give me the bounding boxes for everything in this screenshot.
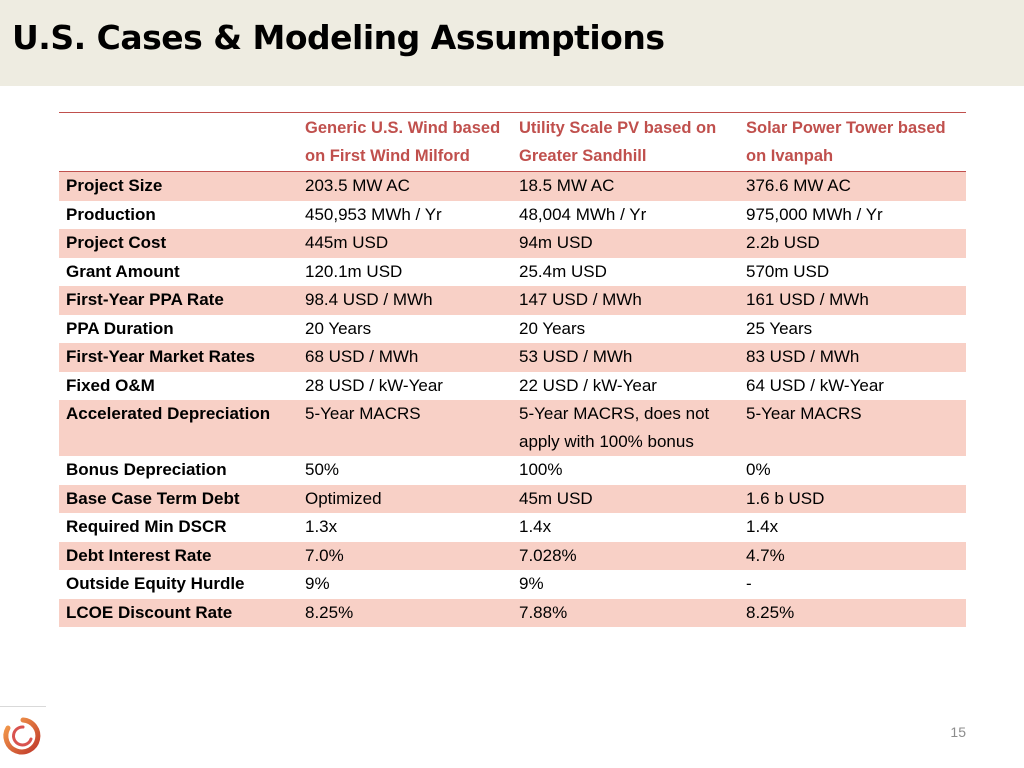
cell-value: 28 USD / kW-Year	[298, 371, 512, 400]
table-row: LCOE Discount Rate 8.25% 7.88% 8.25%	[59, 598, 966, 627]
cell-value: 53 USD / MWh	[512, 343, 739, 372]
cell-value: 25.4m USD	[512, 257, 739, 286]
cell-value: 94m USD	[512, 229, 739, 258]
table-row: Required Min DSCR 1.3x 1.4x 1.4x	[59, 513, 966, 542]
table-row: Fixed O&M 28 USD / kW-Year 22 USD / kW-Y…	[59, 371, 966, 400]
row-label: Outside Equity Hurdle	[59, 570, 298, 599]
cell-value: Optimized	[298, 484, 512, 513]
header-cell-tower: Solar Power Tower based on Ivanpah	[739, 112, 966, 172]
cell-value: 450,953 MWh / Yr	[298, 200, 512, 229]
row-label: Production	[59, 200, 298, 229]
cell-value: 5-Year MACRS	[739, 400, 966, 456]
cell-value: 1.4x	[739, 513, 966, 542]
cell-value: 376.6 MW AC	[739, 171, 966, 201]
cell-value: 4.7%	[739, 541, 966, 570]
cell-value: 9%	[298, 570, 512, 599]
cell-value: 161 USD / MWh	[739, 286, 966, 315]
row-label: Grant Amount	[59, 257, 298, 286]
row-label: Project Cost	[59, 229, 298, 258]
table-row: Project Size 203.5 MW AC 18.5 MW AC 376.…	[59, 171, 966, 201]
row-label: First-Year Market Rates	[59, 343, 298, 372]
table-row: Production 450,953 MWh / Yr 48,004 MWh /…	[59, 200, 966, 229]
cell-value: 50%	[298, 456, 512, 485]
table-row: Base Case Term Debt Optimized 45m USD 1.…	[59, 484, 966, 513]
cell-value: 5-Year MACRS, does not apply with 100% b…	[512, 400, 739, 456]
cell-value: 45m USD	[512, 484, 739, 513]
table-row: Bonus Depreciation 50% 100% 0%	[59, 456, 966, 485]
title-band	[0, 0, 1024, 86]
cell-value: 1.4x	[512, 513, 739, 542]
assumptions-table: Generic U.S. Wind based on First Wind Mi…	[59, 112, 966, 627]
cell-value: 20 Years	[298, 314, 512, 343]
cell-value: 9%	[512, 570, 739, 599]
table-row: Project Cost 445m USD 94m USD 2.2b USD	[59, 229, 966, 258]
cell-value: 8.25%	[298, 598, 512, 627]
table-row: Accelerated Depreciation 5-Year MACRS 5-…	[59, 400, 966, 456]
table-row: Outside Equity Hurdle 9% 9% -	[59, 570, 966, 599]
row-label: Accelerated Depreciation	[59, 400, 298, 456]
cell-value: 98.4 USD / MWh	[298, 286, 512, 315]
cell-value: 22 USD / kW-Year	[512, 371, 739, 400]
row-label: Required Min DSCR	[59, 513, 298, 542]
cell-value: 25 Years	[739, 314, 966, 343]
cell-value: 0%	[739, 456, 966, 485]
cell-value: 570m USD	[739, 257, 966, 286]
table-header-row: Generic U.S. Wind based on First Wind Mi…	[59, 112, 966, 172]
cell-value: 8.25%	[739, 598, 966, 627]
cell-value: -	[739, 570, 966, 599]
row-label: Bonus Depreciation	[59, 456, 298, 485]
cell-value: 100%	[512, 456, 739, 485]
header-cell-empty	[59, 112, 298, 172]
table-row: First-Year Market Rates 68 USD / MWh 53 …	[59, 343, 966, 372]
circular-swirl-logo-icon	[0, 706, 46, 762]
cell-value: 975,000 MWh / Yr	[739, 200, 966, 229]
cell-value: 120.1m USD	[298, 257, 512, 286]
cell-value: 7.88%	[512, 598, 739, 627]
page-number: 15	[950, 724, 966, 740]
cell-value: 445m USD	[298, 229, 512, 258]
row-label: PPA Duration	[59, 314, 298, 343]
table-row: Grant Amount 120.1m USD 25.4m USD 570m U…	[59, 257, 966, 286]
cell-value: 147 USD / MWh	[512, 286, 739, 315]
cell-value: 7.028%	[512, 541, 739, 570]
cell-value: 2.2b USD	[739, 229, 966, 258]
table-row: PPA Duration 20 Years 20 Years 25 Years	[59, 314, 966, 343]
cell-value: 5-Year MACRS	[298, 400, 512, 456]
row-label: Fixed O&M	[59, 371, 298, 400]
row-label: First-Year PPA Rate	[59, 286, 298, 315]
cell-value: 1.6 b USD	[739, 484, 966, 513]
cell-value: 83 USD / MWh	[739, 343, 966, 372]
slide-title: U.S. Cases & Modeling Assumptions	[12, 18, 665, 57]
table-row: Debt Interest Rate 7.0% 7.028% 4.7%	[59, 541, 966, 570]
cell-value: 203.5 MW AC	[298, 171, 512, 201]
cell-value: 64 USD / kW-Year	[739, 371, 966, 400]
header-cell-wind: Generic U.S. Wind based on First Wind Mi…	[298, 112, 512, 172]
cell-value: 18.5 MW AC	[512, 171, 739, 201]
row-label: Base Case Term Debt	[59, 484, 298, 513]
cell-value: 48,004 MWh / Yr	[512, 200, 739, 229]
row-label: Project Size	[59, 171, 298, 201]
cell-value: 68 USD / MWh	[298, 343, 512, 372]
row-label: Debt Interest Rate	[59, 541, 298, 570]
cell-value: 1.3x	[298, 513, 512, 542]
logo-divider	[0, 706, 46, 707]
header-cell-pv: Utility Scale PV based on Greater Sandhi…	[512, 112, 739, 172]
table-row: First-Year PPA Rate 98.4 USD / MWh 147 U…	[59, 286, 966, 315]
row-label: LCOE Discount Rate	[59, 598, 298, 627]
cell-value: 20 Years	[512, 314, 739, 343]
cell-value: 7.0%	[298, 541, 512, 570]
